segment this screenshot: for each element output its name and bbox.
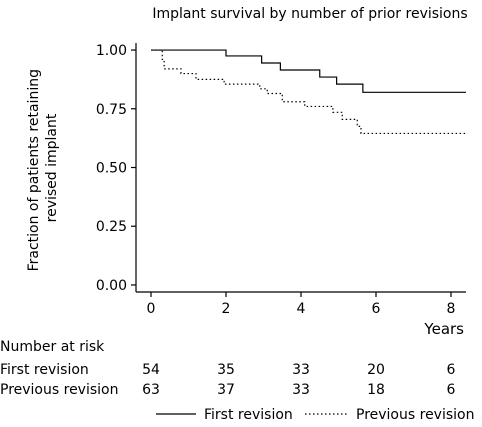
- legend-label: First revision: [204, 407, 293, 423]
- y-tick-label: 0.50: [96, 161, 127, 177]
- y-tick-label: 1.00: [96, 43, 127, 59]
- y-axis-ticks: 0.00 0.25 0.50 0.75 1.00: [96, 43, 136, 294]
- x-axis-label: Years: [423, 320, 464, 338]
- chart-title: Implant survival by number of prior revi…: [152, 6, 467, 22]
- survival-curves: [151, 49, 466, 135]
- risk-count: 63: [142, 382, 160, 398]
- y-tick-label: 0.00: [96, 278, 127, 294]
- risk-count: 6: [447, 362, 456, 378]
- x-tick-label: 6: [372, 301, 381, 317]
- x-tick-label: 4: [297, 301, 306, 317]
- risk-count: 54: [142, 362, 160, 378]
- series-line-first-revision: [151, 49, 466, 93]
- risk-row-label: Previous revision: [0, 382, 118, 398]
- risk-count: 35: [217, 362, 235, 378]
- y-tick-label: 0.25: [96, 219, 127, 235]
- y-axis-label-line-2: revised implant: [44, 113, 60, 222]
- risk-count: 37: [217, 382, 235, 398]
- risk-row-label: First revision: [0, 362, 89, 378]
- x-axis-ticks: 0 2 4 6 8: [147, 292, 456, 317]
- x-tick-label: 8: [447, 301, 456, 317]
- x-tick-label: 2: [222, 301, 231, 317]
- number-at-risk-table: Number at risk First revision 54 35 33 20 6 Pre…: [0, 339, 456, 398]
- risk-count: 33: [292, 362, 310, 378]
- x-tick-label: 0: [147, 301, 156, 317]
- risk-count: 6: [447, 382, 456, 398]
- risk-count: 33: [292, 382, 310, 398]
- legend-label: Previous revision: [356, 407, 474, 423]
- y-axis-label-line-1: Fraction of patients retaining: [26, 69, 42, 271]
- risk-count: 20: [367, 362, 385, 378]
- legend: First revision Previous revision: [156, 407, 474, 423]
- y-axis-label: Fraction of patients retaining revised i…: [26, 65, 60, 272]
- risk-count: 18: [367, 382, 385, 398]
- risk-table-title: Number at risk: [0, 339, 105, 355]
- y-tick-label: 0.75: [96, 102, 127, 118]
